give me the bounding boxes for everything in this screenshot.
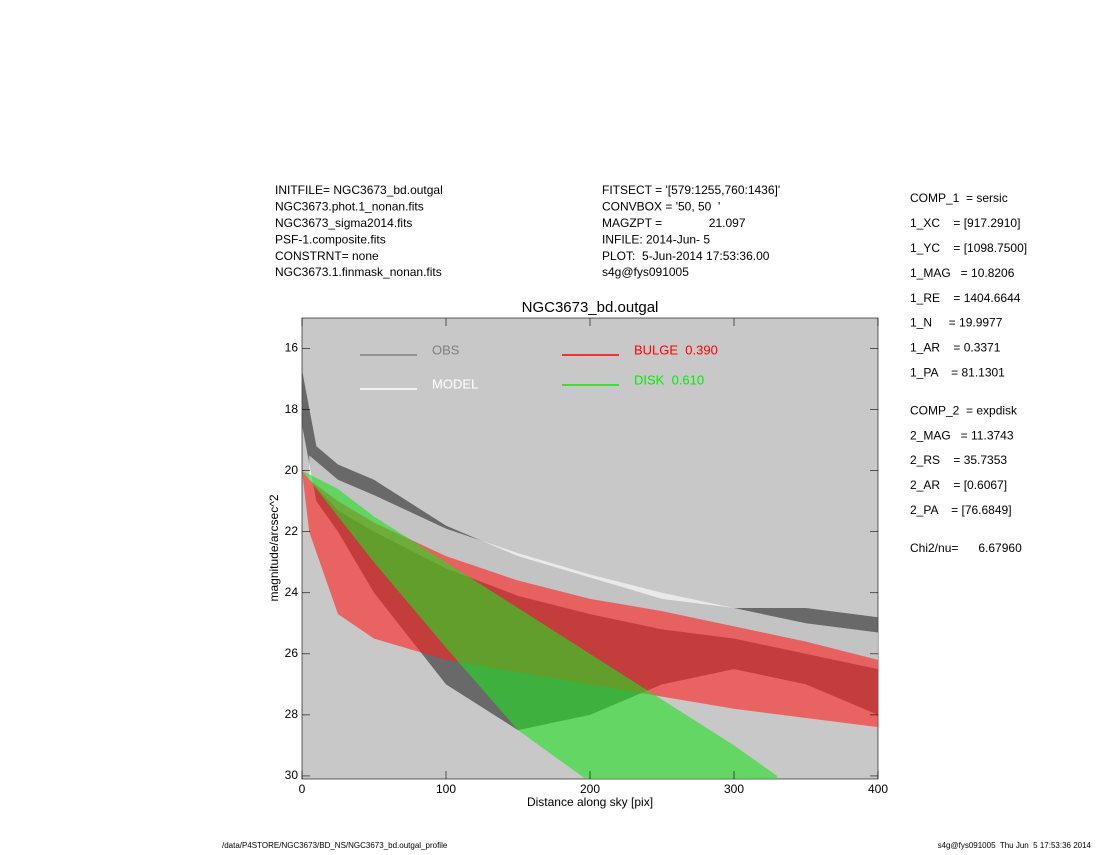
y-tick-label: 24: [285, 585, 299, 599]
x-tick-label: 200: [580, 782, 600, 796]
header-text: MAGZPT = 21.097: [602, 216, 746, 230]
band-area: [302, 470, 778, 779]
param-text: 2_AR = [0.6067]: [910, 478, 1007, 492]
chart-title: NGC3673_bd.outgal: [522, 299, 659, 316]
param-text: COMP_2 = expdisk: [910, 403, 1018, 417]
y-tick-label: 18: [285, 402, 299, 416]
header-text: NGC3673.phot.1_nonan.fits: [275, 200, 424, 214]
param-text: 1_RE = 1404.6644: [910, 291, 1021, 305]
param-text: 1_XC = [917.2910]: [910, 216, 1020, 230]
header-text: NGC3673.1.finmask_nonan.fits: [275, 265, 442, 279]
param-text: 1_AR = 0.3371: [910, 341, 1001, 355]
x-tick-label: 0: [299, 782, 306, 796]
legend-label: OBS: [432, 342, 460, 357]
y-tick-label: 30: [285, 768, 299, 782]
header-text: NGC3673_sigma2014.fits: [275, 216, 412, 230]
footer-right: s4g@fys091005 Thu Jun 5 17:53:36 2014: [938, 841, 1092, 850]
band-area: [309, 455, 878, 670]
x-tick-label: 100: [436, 782, 456, 796]
y-tick-label: 16: [285, 341, 299, 355]
param-text: 1_MAG = 10.8206: [910, 266, 1015, 280]
header-text: PSF-1.composite.fits: [275, 232, 386, 246]
band-area: [302, 470, 878, 728]
header-text: s4g@fys091005: [602, 265, 689, 279]
param-text: Chi2/nu= 6.67960: [910, 541, 1022, 555]
y-axis-label: magnitude/arcsec^2: [267, 494, 281, 601]
legend-label: DISK 0.610: [634, 372, 704, 387]
x-axis-label: Distance along sky [pix]: [527, 795, 653, 809]
param-text: 1_YC = [1098.7500]: [910, 241, 1027, 255]
footer-left: /data/P4STORE/NGC3673/BD_NS/NGC3673_bd.o…: [222, 841, 448, 850]
legend-label: BULGE 0.390: [634, 342, 718, 357]
param-text: 2_RS = 35.7353: [910, 453, 1007, 467]
param-text: 2_PA = [76.6849]: [910, 503, 1012, 517]
header-text: INITFILE= NGC3673_bd.outgal: [275, 183, 443, 197]
header-text: CONVBOX = '50, 50 ': [602, 200, 720, 214]
param-text: 2_MAG = 11.3743: [910, 428, 1014, 442]
x-tick-label: 400: [868, 782, 888, 796]
header-text: INFILE: 2014-Jun- 5: [602, 232, 710, 246]
param-text: 1_PA = 81.1301: [910, 365, 1005, 379]
header-text: FITSECT = '[579:1255,760:1436]': [602, 183, 780, 197]
y-tick-label: 28: [285, 707, 299, 721]
x-tick-label: 300: [724, 782, 744, 796]
param-text: COMP_1 = sersic: [910, 191, 1008, 205]
header-text: CONSTRNT= none: [275, 249, 379, 263]
y-tick-label: 22: [285, 524, 299, 538]
plot-area: [302, 369, 878, 779]
param-text: 1_N = 19.9977: [910, 316, 1003, 330]
header-text: PLOT: 5-Jun-2014 17:53:36.00: [602, 249, 770, 263]
y-tick-label: 20: [285, 463, 299, 477]
y-tick-label: 26: [285, 646, 299, 660]
legend-label: MODEL: [432, 376, 478, 391]
